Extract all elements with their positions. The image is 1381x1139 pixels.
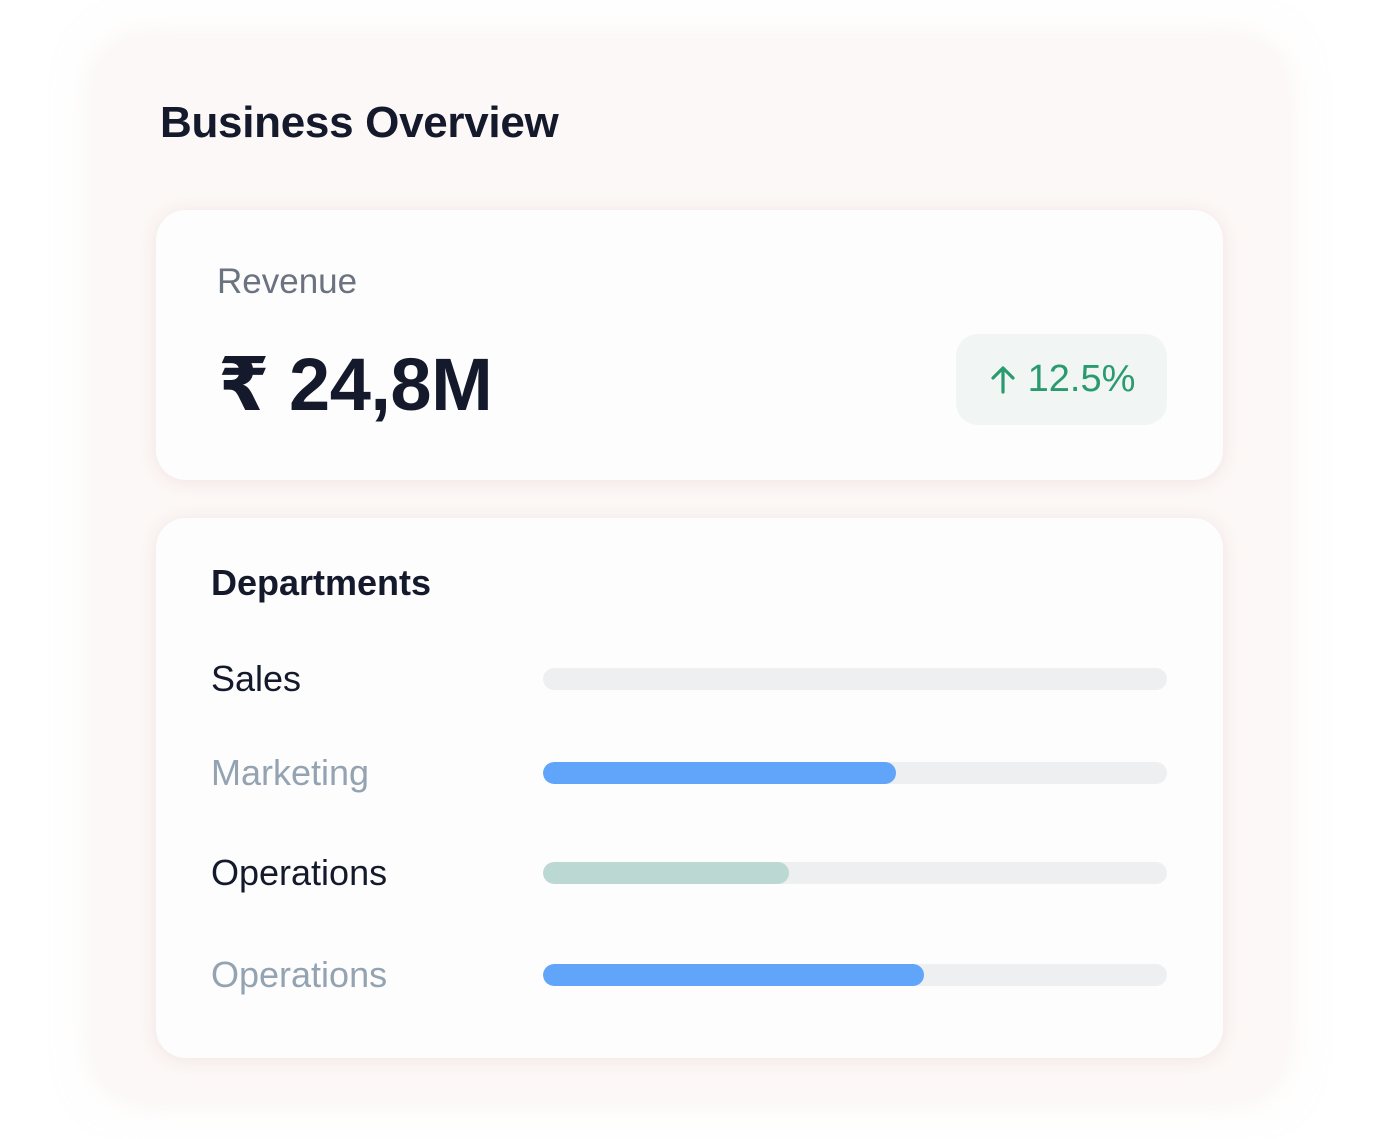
progress-fill xyxy=(543,762,896,784)
department-row-operations: Operations xyxy=(156,843,1223,903)
overview-panel: Business Overview Revenue ₹ 24,8M 12.5% … xyxy=(96,40,1284,1098)
department-row-sales: Sales xyxy=(156,649,1223,709)
department-label: Operations xyxy=(211,954,388,995)
progress-fill xyxy=(543,964,924,986)
department-label: Marketing xyxy=(211,752,370,793)
progress-track xyxy=(543,668,1167,690)
progress-track xyxy=(543,964,1167,986)
departments-card: Departments Sales Marketing Operations O… xyxy=(156,518,1223,1058)
department-label: Sales xyxy=(211,658,302,699)
revenue-label: Revenue xyxy=(217,262,358,301)
progress-track xyxy=(543,862,1167,884)
page-title: Business Overview xyxy=(160,98,559,147)
revenue-change-badge: 12.5% xyxy=(956,334,1167,425)
arrow-up-icon xyxy=(988,364,1018,396)
progress-track xyxy=(543,762,1167,784)
revenue-card: Revenue ₹ 24,8M 12.5% xyxy=(156,210,1223,480)
revenue-value: ₹ 24,8M xyxy=(218,343,493,426)
department-row-operations-2: Operations xyxy=(156,945,1223,1005)
department-row-marketing: Marketing xyxy=(156,743,1223,803)
department-label: Operations xyxy=(211,852,388,893)
revenue-change-value: 12.5% xyxy=(1027,358,1136,400)
progress-fill xyxy=(543,862,790,884)
departments-title: Departments xyxy=(211,562,432,603)
